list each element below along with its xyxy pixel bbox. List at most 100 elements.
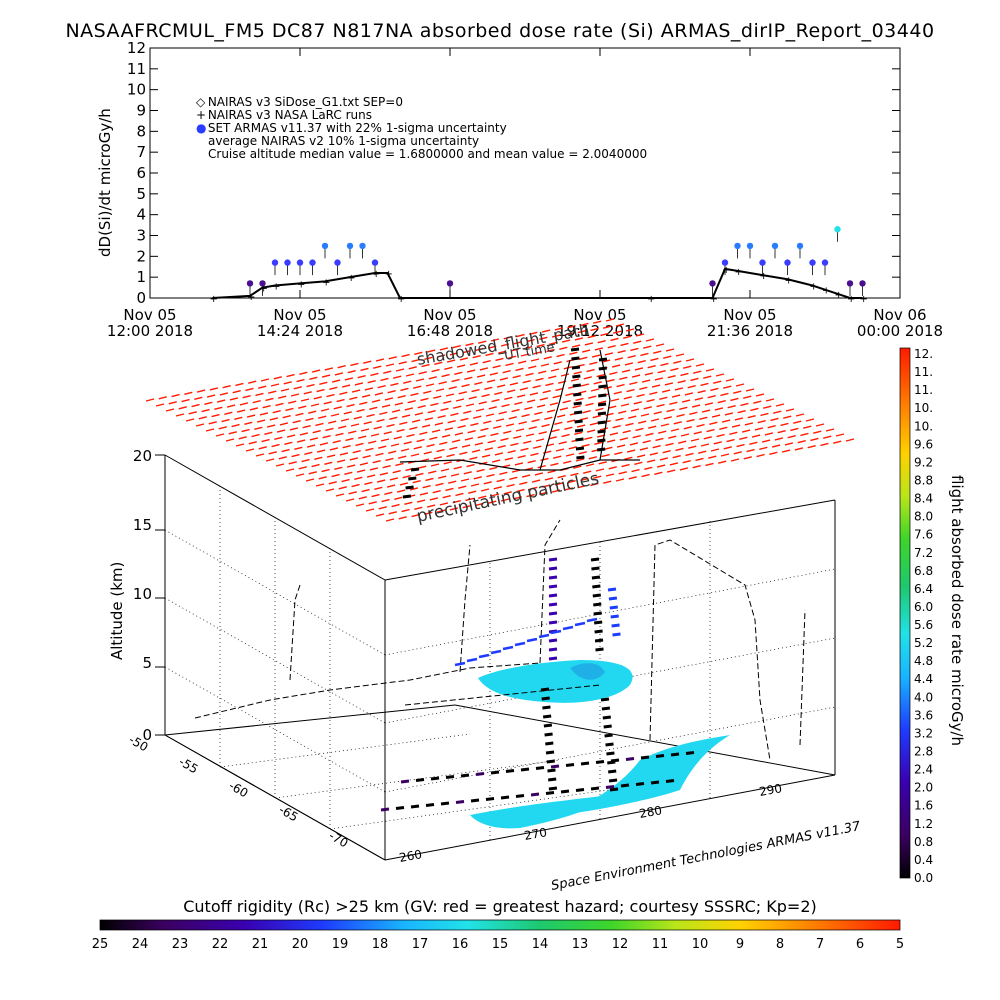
rigidity-dash <box>335 432 344 437</box>
rigidity-dash <box>254 426 263 431</box>
rigidity-dash <box>344 471 353 476</box>
rigidity-dash <box>499 377 509 381</box>
rigidity-dash <box>511 469 521 473</box>
rigidity-dash <box>634 461 643 466</box>
rigidity-dash <box>656 403 665 408</box>
dose-dash <box>576 455 585 460</box>
rigidity-dash <box>278 395 287 399</box>
rigidity-dash <box>303 391 312 395</box>
rigidity-dash <box>292 419 301 424</box>
rigidity-dash <box>654 471 663 476</box>
rigidity-dash <box>470 483 480 487</box>
dose-dash <box>454 661 466 667</box>
rigidity-dash <box>384 491 393 496</box>
dot-icon: ● <box>196 121 207 135</box>
rigidity-dash <box>631 374 641 378</box>
rigidity-dash <box>620 342 629 347</box>
rigidity-dash <box>478 495 487 499</box>
rigidity-dash <box>485 413 495 417</box>
dose-dash <box>635 782 645 786</box>
rigidity-dash <box>352 449 361 454</box>
rigidity-dash <box>342 444 351 449</box>
rigidity-dash <box>493 425 502 429</box>
rigidity-dash <box>299 432 309 436</box>
rigidity-dash <box>403 441 412 445</box>
right-colorbar-tick: 8.8 <box>914 473 933 487</box>
rigidity-dash <box>219 392 229 396</box>
rigidity-dash <box>400 387 409 392</box>
rigidity-dash <box>551 334 561 338</box>
dose-dash <box>538 633 550 639</box>
rigidity-dash <box>252 399 261 404</box>
rigidity-dash <box>285 468 295 472</box>
rigidity-dash <box>644 372 654 376</box>
rigidity-dash <box>632 434 641 439</box>
rigidity-dash <box>651 384 661 388</box>
rigidity-dash <box>723 446 732 450</box>
rigidity-dash <box>492 364 501 369</box>
rigidity-dash <box>585 463 595 467</box>
rigidity-dash <box>810 437 819 442</box>
rigidity-dash <box>391 503 400 508</box>
rigidity-dash <box>644 466 653 471</box>
rigidity-dash <box>325 488 335 492</box>
rigidity-dash <box>324 461 333 466</box>
rigidity-dash <box>730 458 740 462</box>
dose-dash <box>542 714 552 719</box>
bottom-colorbar-tick: 13 <box>572 937 589 952</box>
rigidity-dash <box>385 457 394 462</box>
rigidity-dash <box>510 348 520 352</box>
rigidity-dash <box>747 414 756 419</box>
rigidity-dash <box>325 427 334 432</box>
bottom-colorbar-tick: 23 <box>172 937 189 952</box>
rigidity-dash <box>471 388 480 393</box>
rigidity-dash <box>509 476 518 481</box>
rigidity-dash <box>615 478 625 482</box>
rigidity-dash <box>421 363 430 368</box>
rigidity-dash <box>674 387 684 391</box>
rigidity-dash <box>414 351 423 356</box>
rigidity-dash <box>388 450 397 454</box>
rigidity-dash <box>426 349 436 353</box>
rigidity-dash <box>398 516 407 520</box>
rigidity-dash <box>628 476 637 480</box>
rigidity-dash <box>340 418 350 422</box>
rigidity-dash <box>229 397 239 401</box>
armas-point <box>809 259 816 266</box>
legend-item-1: ◇ NAIRAS v3 SiDose_G1.txt SEP=0 <box>196 95 403 109</box>
nairas-point: + <box>810 282 818 293</box>
rigidity-dash <box>606 439 616 443</box>
dose-dash <box>548 777 557 782</box>
rigidity-dash <box>403 380 412 384</box>
rigidity-dash <box>539 397 549 401</box>
rigidity-dash <box>721 419 731 423</box>
rigidity-dash <box>467 429 476 434</box>
rigidity-dash <box>599 427 609 431</box>
rigidity-dash <box>629 442 639 446</box>
credit-text: Space Environment Technologies ARMAS v11… <box>550 819 863 894</box>
rigidity-dash <box>496 384 506 388</box>
dose-dash <box>586 617 598 623</box>
rigidity-dash <box>693 370 702 374</box>
rigidity-dash <box>208 421 217 425</box>
rigidity-dash <box>516 333 525 338</box>
rigidity-dash <box>191 403 200 408</box>
rigidity-dash <box>490 493 500 497</box>
bottom-colorbar-tick: 9 <box>736 937 744 952</box>
dose-dash <box>535 766 545 770</box>
dose-dash <box>548 602 558 607</box>
dose-dash <box>408 476 417 481</box>
rigidity-dash <box>411 419 421 423</box>
rigidity-dash <box>378 445 387 449</box>
rigidity-dash <box>534 472 544 476</box>
rigidity-dash <box>330 413 340 417</box>
dose-dash <box>548 566 558 571</box>
rigidity-dash <box>513 496 522 500</box>
dose-dash <box>574 621 586 627</box>
rigidity-dash <box>490 338 500 342</box>
right-colorbar-tick: 9.6 <box>914 437 933 451</box>
dose-dash <box>415 778 425 782</box>
rigidity-dash <box>583 470 592 474</box>
rigidity-dash <box>358 435 367 439</box>
rigidity-dash <box>537 464 546 469</box>
